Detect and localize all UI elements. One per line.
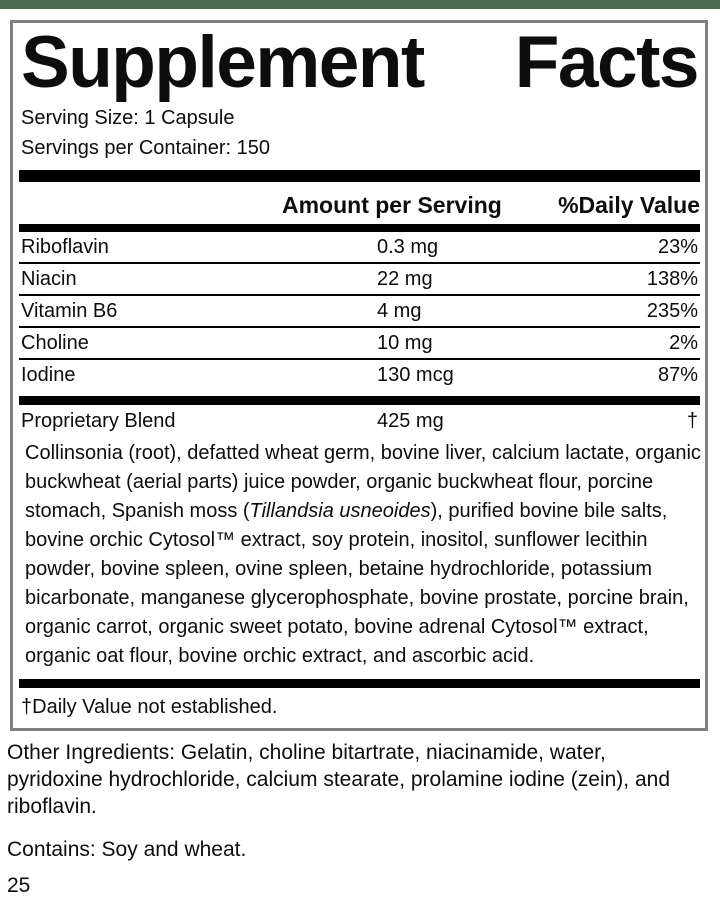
nutrient-daily-value: 235% <box>646 300 698 322</box>
other-ingredients-line: riboflavin. <box>7 795 97 818</box>
nutrient-amount: 4 mg <box>377 300 422 322</box>
nutrient-name: Vitamin B6 <box>21 300 118 322</box>
table-header-row: Amount per Serving %Daily Value <box>19 182 700 224</box>
blend-description-line: bicarbonate, manganese glycerophosphate,… <box>25 587 689 609</box>
table-row-choline: Choline 10 mg 2% <box>19 328 700 360</box>
blend-description-line: bovine orchic Cytosol™ extract, soy prot… <box>25 529 648 551</box>
daily-value-footnote: †Daily Value not established. <box>21 696 278 718</box>
table-row-niacin: Niacin 22 mg 138% <box>19 264 700 296</box>
other-ingredients-line: Other Ingredients: Gelatin, choline bita… <box>7 741 606 764</box>
table-row-iodine: Iodine 130 mcg 87% <box>19 360 700 390</box>
other-ingredients-line: pyridoxine hydrochloride, calcium steara… <box>7 768 671 791</box>
blend-description: Collinsonia (root), defatted wheat germ,… <box>19 439 701 671</box>
blend-amount: 425 mg <box>377 410 444 432</box>
top-green-bar <box>0 0 720 9</box>
nutrient-daily-value: 138% <box>646 268 698 290</box>
amount-per-serving-header: Amount per Serving <box>282 192 502 218</box>
blend-description-line: powder, bovine spleen, ovine spleen, bet… <box>25 558 653 580</box>
title-word-supplement: Supplement <box>21 22 425 103</box>
nutrient-name: Iodine <box>21 364 76 386</box>
blend-description-line: organic carrot, organic sweet potato, bo… <box>25 616 649 638</box>
blend-line-post: ), purified bovine bile salts, <box>430 500 668 522</box>
supplement-facts-panel: Supplement Facts Serving Size: 1 Capsule… <box>10 20 708 731</box>
nutrient-name: Niacin <box>21 268 77 290</box>
other-ingredients: Other Ingredients: Gelatin, choline bita… <box>7 739 720 820</box>
nutrient-amount: 130 mcg <box>377 364 454 386</box>
blend-description-line: stomach, Spanish moss (Tillandsia usneoi… <box>25 497 700 526</box>
title-word-facts: Facts <box>514 22 700 103</box>
blend-line-pre: stomach, Spanish moss ( <box>25 500 250 522</box>
panel-title: Supplement Facts <box>19 23 700 103</box>
table-row-vitamin-b6: Vitamin B6 4 mg 235% <box>19 296 700 328</box>
nutrient-amount: 22 mg <box>377 268 433 290</box>
blend-description-line: Collinsonia (root), defatted wheat germ,… <box>25 442 701 464</box>
blend-daily-value-dagger: † <box>686 410 698 432</box>
blend-description-line: organic oat flour, bovine orchic extract… <box>25 645 535 667</box>
proprietary-blend-row: Proprietary Blend 425 mg † <box>19 405 700 437</box>
nutrient-daily-value: 23% <box>657 236 698 258</box>
nutrient-name: Riboflavin <box>21 236 109 258</box>
daily-value-header: %Daily Value <box>558 192 700 218</box>
blend-description-line: buckwheat (aerial parts) juice powder, o… <box>25 471 654 493</box>
nutrient-daily-value: 2% <box>669 332 698 354</box>
servings-per-container-text: Servings per Container: 150 <box>21 137 271 159</box>
nutrient-amount: 10 mg <box>377 332 433 354</box>
nutrient-daily-value: 87% <box>657 364 698 386</box>
divider-above-blend <box>19 396 700 405</box>
allergen-contains-text: Contains: Soy and wheat. <box>7 838 247 861</box>
divider-below-header <box>19 224 700 232</box>
divider-thick-top <box>19 170 700 182</box>
latin-species-name: Tillandsia usneoides <box>249 500 431 522</box>
page-number: 25 <box>7 874 31 897</box>
nutrient-name: Choline <box>21 332 89 354</box>
nutrient-amount: 0.3 mg <box>377 236 439 258</box>
blend-name: Proprietary Blend <box>21 410 176 432</box>
serving-size-text: Serving Size: 1 Capsule <box>21 107 235 129</box>
table-row-riboflavin: Riboflavin 0.3 mg 23% <box>19 232 700 264</box>
divider-above-footnote <box>19 679 700 688</box>
